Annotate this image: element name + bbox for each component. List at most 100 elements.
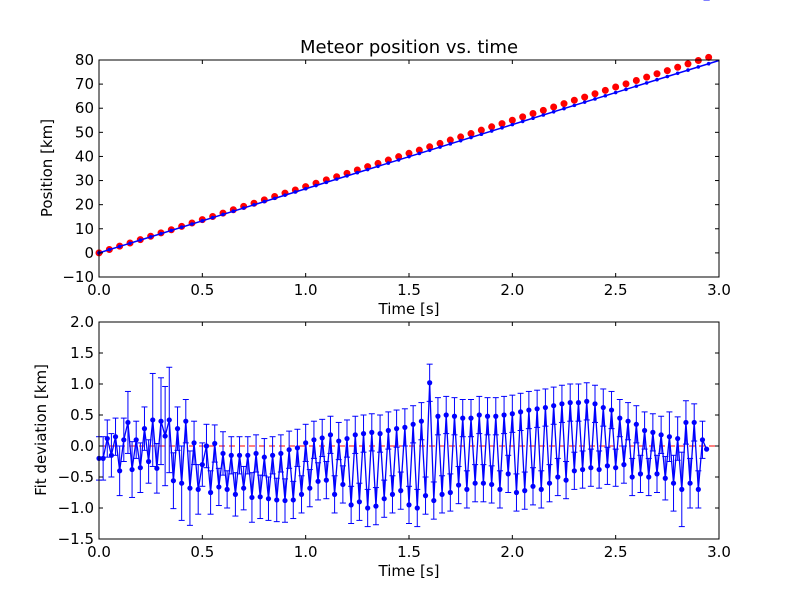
deviation-point	[518, 409, 524, 415]
deviation-point	[683, 419, 689, 426]
deviation-point	[484, 413, 491, 419]
position-chart-title: Meteor position vs. time	[300, 37, 518, 58]
position-fit-point	[210, 215, 215, 220]
deviation-point	[435, 413, 441, 419]
position-fit-point	[613, 90, 618, 95]
position-y-tick-label: 20	[75, 196, 94, 214]
deviation-point	[270, 452, 276, 458]
deviation-point	[385, 427, 391, 434]
deviation-point	[464, 486, 470, 492]
position-ticks: 0.0 0.5 1.0 1.5 2.0 2.5 3.0 −10 0 10 20 30 40 50 60 70 8…	[62, 51, 731, 299]
position-fit-point	[655, 77, 659, 82]
deviation-point	[534, 406, 540, 412]
deviation-point	[187, 485, 193, 491]
position-point	[508, 116, 516, 124]
deviation-point	[146, 458, 152, 465]
position-fit-point	[551, 109, 556, 114]
deviation-point	[575, 400, 582, 406]
deviation-point	[662, 475, 668, 481]
deviation-point	[377, 431, 383, 437]
deviation-point	[546, 480, 553, 486]
deviation-point	[249, 494, 255, 501]
position-fit-point	[500, 126, 504, 130]
position-y-tick-label: 0	[84, 244, 94, 262]
deviation-x-tick-label: 1.5	[397, 543, 421, 561]
deviation-point	[699, 437, 706, 443]
deviation-point	[327, 432, 334, 438]
deviation-point	[265, 496, 272, 502]
position-fit-point	[665, 74, 670, 79]
position-x-tick-label: 1.5	[397, 281, 421, 299]
position-fit-point	[448, 142, 453, 146]
position-point	[498, 120, 506, 128]
position-fit-point	[562, 106, 566, 111]
deviation-point	[604, 463, 611, 469]
deviation-point	[245, 452, 251, 458]
deviation-ticks: 0.0 0.5 1.0 1.5 2.0 2.5 3.0 −1.5 −1.0 −0.5 0.0 0.5 1…	[58, 313, 731, 561]
deviation-point	[208, 489, 214, 496]
position-y-tick-label: 80	[75, 51, 94, 69]
deviation-point	[236, 452, 243, 458]
position-point	[550, 103, 558, 111]
position-fit-point	[479, 132, 484, 137]
deviation-point	[513, 489, 520, 496]
deviation-point	[480, 480, 486, 486]
position-fit-point	[675, 71, 680, 76]
position-y-axis-label: Position [km]	[38, 119, 56, 217]
deviation-point	[542, 404, 549, 411]
deviation-point	[563, 477, 569, 483]
position-y-tick-label: 30	[75, 172, 94, 190]
position-fit-point	[117, 244, 122, 249]
deviation-point	[538, 486, 544, 492]
position-fit-point	[159, 231, 163, 236]
position-point	[705, 53, 713, 61]
position-fit-point	[438, 145, 442, 149]
deviation-x-tick-label: 0.5	[190, 543, 214, 561]
position-fit-point	[272, 196, 277, 201]
deviation-marks	[96, 0, 719, 528]
position-point	[591, 90, 599, 98]
position-point	[570, 96, 578, 104]
position-fit-point	[541, 113, 546, 117]
deviation-point	[332, 491, 338, 497]
deviation-point	[580, 466, 586, 473]
deviation-point	[154, 465, 160, 471]
deviation-point	[654, 471, 660, 477]
position-fit-point	[107, 247, 112, 252]
position-point	[643, 73, 651, 81]
deviation-point	[323, 477, 329, 483]
position-fit-point	[603, 93, 608, 98]
deviation-point	[261, 454, 267, 460]
deviation-point	[451, 413, 458, 419]
deviation-point	[216, 484, 222, 490]
deviation-point	[174, 426, 181, 432]
position-point	[467, 130, 475, 138]
position-fit-point	[303, 186, 308, 191]
deviation-point	[315, 478, 321, 484]
deviation-x-tick-label: 2.5	[604, 543, 628, 561]
deviation-point	[410, 421, 416, 427]
deviation-point	[257, 494, 263, 500]
deviation-point	[551, 403, 557, 409]
deviation-point	[489, 481, 495, 488]
position-y-tick-label: 60	[75, 99, 94, 117]
position-point	[477, 126, 485, 134]
deviation-point	[166, 417, 172, 423]
position-fit-point	[252, 202, 256, 207]
position-fit-point	[283, 193, 287, 197]
deviation-point	[584, 398, 590, 404]
deviation-point	[133, 437, 139, 443]
deviation-series-line	[99, 382, 708, 509]
deviation-point	[100, 455, 106, 461]
deviation-point	[228, 452, 234, 458]
deviation-point	[617, 415, 623, 421]
position-point	[684, 60, 692, 68]
deviation-point	[336, 438, 342, 444]
position-fit-point	[634, 84, 639, 88]
deviation-point	[125, 419, 131, 426]
deviation-point	[704, 446, 710, 452]
deviation-point	[633, 421, 639, 427]
deviation-y-tick-label: 0.0	[70, 437, 94, 455]
deviation-point	[121, 437, 127, 443]
